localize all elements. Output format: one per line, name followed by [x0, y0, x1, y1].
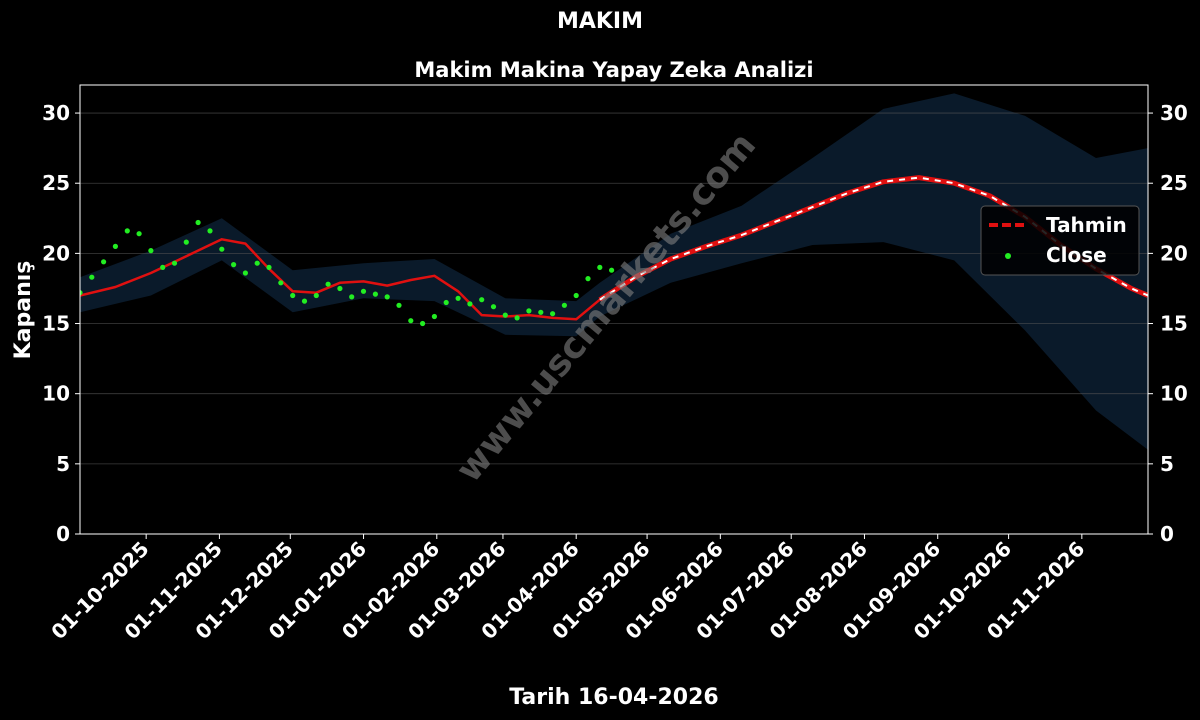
close-point [301, 298, 308, 304]
close-point [254, 260, 260, 266]
chart-title: Makim Makina Yapay Zeka Analizi [414, 58, 813, 82]
close-point [148, 248, 154, 254]
close-point [372, 291, 378, 297]
close-point [443, 299, 449, 306]
close-point [396, 302, 402, 308]
y-tick-label-left: 20 [42, 241, 70, 265]
chart-suptitle: MAKIM [557, 9, 643, 34]
close-point [609, 267, 615, 273]
close-point [219, 246, 225, 252]
close-point [360, 288, 367, 294]
y-axis-label: Kapanış [11, 261, 36, 360]
close-point [526, 308, 532, 314]
legend-tahmin-label: Tahmin [1046, 213, 1127, 237]
legend: Tahmin Close [980, 205, 1140, 276]
close-point [502, 312, 508, 318]
close-point [384, 294, 390, 300]
y-tick-label-left: 0 [56, 522, 70, 546]
close-point [80, 290, 83, 296]
grid [80, 112, 1148, 465]
close-point [160, 264, 166, 270]
close-point [195, 219, 201, 226]
y-tick-label-left: 10 [42, 382, 70, 406]
legend-close-label: Close [1046, 243, 1107, 267]
close-point [420, 320, 426, 327]
close-point [479, 297, 485, 303]
close-point [89, 274, 95, 280]
close-point [242, 270, 248, 276]
close-point [124, 228, 130, 234]
close-point [171, 260, 178, 266]
close-point [313, 292, 319, 299]
close-point [467, 301, 473, 307]
close-point [538, 309, 544, 315]
plot-frame [79, 84, 1149, 535]
x-axis-label: Tarih 16-04-2026 [509, 685, 718, 710]
close-point [337, 285, 343, 292]
y-tick-label-right: 15 [1160, 312, 1188, 336]
legend-close-swatch [1005, 253, 1011, 259]
close-point [101, 259, 107, 265]
close-point [112, 243, 118, 249]
y-tick-label-right: 30 [1160, 101, 1188, 125]
close-point [585, 276, 591, 282]
close-point [561, 302, 568, 308]
close-point [573, 292, 579, 299]
close-point [490, 304, 497, 310]
y-tick-label-right: 20 [1160, 241, 1188, 265]
close-point [278, 280, 284, 286]
close-point [207, 228, 213, 234]
close-point [349, 294, 355, 300]
y-tick-label-right: 10 [1160, 382, 1188, 406]
y-tick-label-left: 25 [42, 171, 70, 195]
close-point [455, 295, 461, 301]
y-tick-label-right: 5 [1160, 452, 1174, 476]
close-point [431, 313, 437, 320]
close-point [290, 292, 296, 299]
close-point [597, 264, 603, 270]
y-tick-label-left: 30 [42, 101, 70, 125]
close-point [325, 281, 331, 287]
tahmin-fit-line [80, 238, 601, 321]
close-point [550, 311, 556, 317]
close-point [408, 318, 414, 324]
close-point [266, 264, 272, 270]
close-point [514, 315, 520, 321]
y-tick-label-right: 0 [1160, 522, 1174, 546]
close-point [231, 262, 237, 268]
y-tick-label-left: 5 [56, 452, 70, 476]
close-point [136, 231, 142, 237]
y-tick-label-right: 25 [1160, 171, 1188, 195]
y-tick-label-left: 15 [42, 312, 70, 336]
close-point [183, 239, 189, 245]
